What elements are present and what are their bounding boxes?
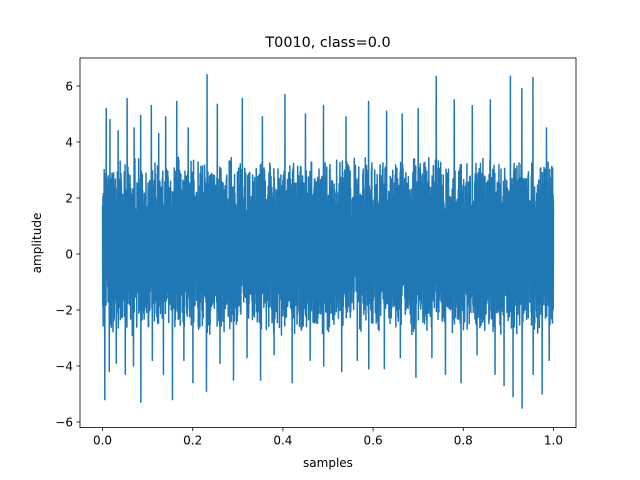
x-axis-title: samples	[303, 456, 353, 470]
y-tick-label: 6	[65, 79, 73, 93]
plot-area	[79, 57, 577, 429]
y-tick-label: 4	[65, 135, 73, 149]
x-tick-label: 1.0	[544, 434, 563, 448]
axes-frame	[79, 57, 577, 429]
series-line	[101, 74, 555, 409]
x-tick-label: 0.8	[454, 434, 473, 448]
y-tick-label: −6	[55, 415, 73, 429]
x-axis: 0.0 0.2 0.4 0.6 0.8 1.0	[93, 427, 563, 448]
y-tick-label: 0	[65, 247, 73, 261]
y-tick-label: 2	[65, 191, 73, 205]
y-tick-label: −4	[55, 359, 73, 373]
x-tick-label: 0.2	[183, 434, 202, 448]
y-axis-title: amplitude	[30, 213, 44, 274]
x-tick-label: 0.0	[93, 434, 112, 448]
x-tick-label: 0.4	[273, 434, 292, 448]
chart-title: T0010, class=0.0	[264, 35, 390, 51]
x-tick-label: 0.6	[364, 434, 383, 448]
y-axis: −6 −4 −2 0 2 4 6	[55, 79, 80, 429]
y-tick-label: −2	[55, 303, 73, 317]
series-group	[101, 74, 555, 409]
